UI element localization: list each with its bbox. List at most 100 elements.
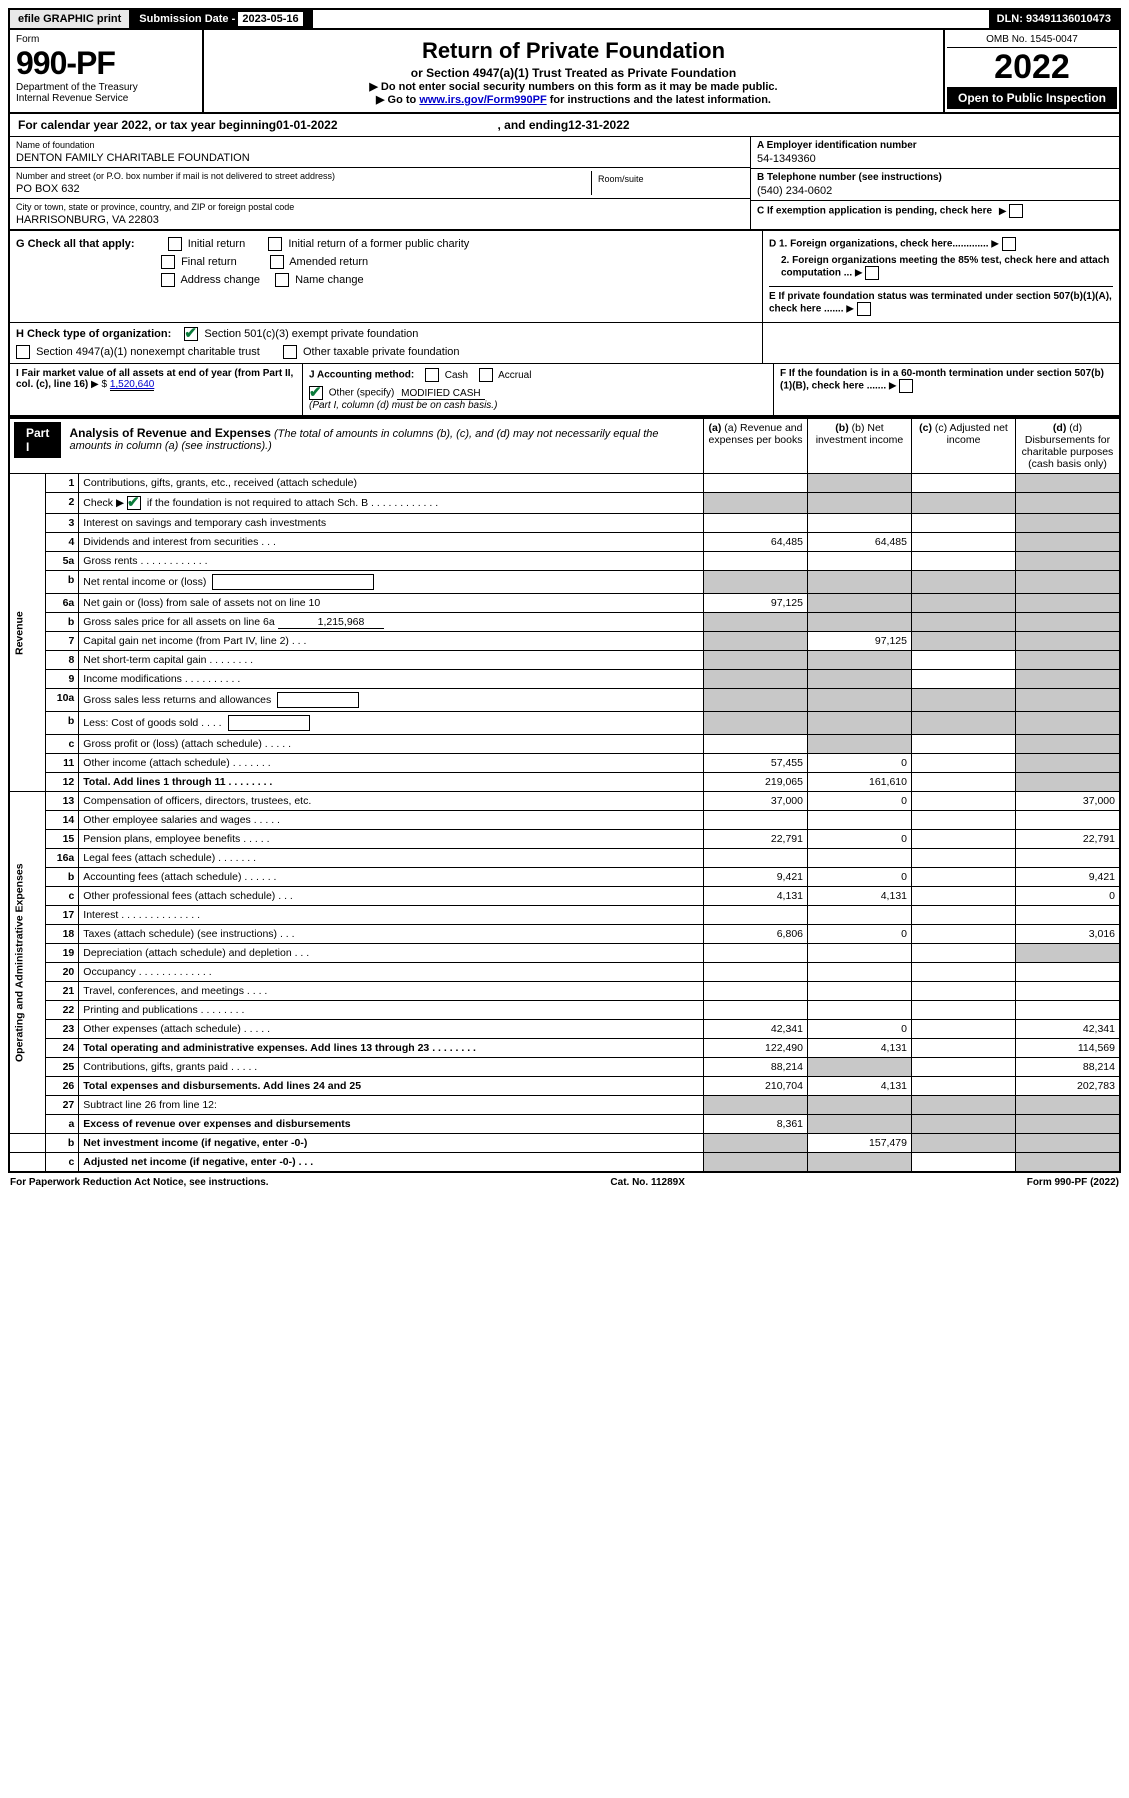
l16b-a: 9,421 [704, 868, 808, 887]
line-19: Depreciation (attach schedule) and deple… [79, 944, 704, 963]
l12-a: 219,065 [704, 773, 808, 792]
chk-501c3[interactable] [184, 327, 198, 341]
chk-initial-former[interactable] [268, 237, 282, 251]
chk-e[interactable] [857, 302, 871, 316]
year-end: 12-31-2022 [568, 118, 629, 132]
line-23: Other expenses (attach schedule) . . . .… [79, 1020, 704, 1039]
year-begin: 01-01-2022 [276, 118, 337, 132]
chk-final-return[interactable] [161, 255, 175, 269]
h-label: H Check type of organization: [16, 328, 171, 340]
d2-label: 2. Foreign organizations meeting the 85%… [781, 255, 1109, 279]
l15-a: 22,791 [704, 830, 808, 849]
year-box: OMB No. 1545-0047 2022 Open to Public In… [943, 30, 1119, 112]
dln-value: DLN: 93491136010473 [989, 10, 1119, 28]
chk-amended[interactable] [270, 255, 284, 269]
l4-b: 64,485 [808, 533, 912, 552]
line-10b: Less: Cost of goods sold . . . . [79, 712, 704, 735]
col-a-header: (a) (a) Revenue and expenses per books [704, 418, 808, 474]
calendar-year-row: For calendar year 2022, or tax year begi… [8, 114, 1121, 137]
exemption-pending-cell: C If exemption application is pending, c… [751, 201, 1119, 221]
l18-d: 3,016 [1016, 925, 1121, 944]
l7-b: 97,125 [808, 632, 912, 651]
l13-d: 37,000 [1016, 792, 1121, 811]
ein-value: 54-1349360 [757, 151, 1113, 165]
e-label: E If private foundation status was termi… [769, 291, 1112, 315]
l16b-b: 0 [808, 868, 912, 887]
line-20: Occupancy . . . . . . . . . . . . . [79, 963, 704, 982]
l6b-val: 1,215,968 [278, 616, 385, 629]
form990pf-link[interactable]: www.irs.gov/Form990PF [419, 94, 546, 106]
col-b-header: (b) (b) Net investment income [808, 418, 912, 474]
section-f-text: F If the foundation is in a 60-month ter… [774, 364, 1119, 415]
l27b-b: 157,479 [808, 1134, 912, 1153]
identity-block: Name of foundation DENTON FAMILY CHARITA… [8, 137, 1121, 231]
g-label: G Check all that apply: [16, 238, 135, 250]
fmv-value[interactable]: 1,520,640 [110, 379, 155, 391]
l13-a: 37,000 [704, 792, 808, 811]
line-18: Taxes (attach schedule) (see instruction… [79, 925, 704, 944]
chk-name-change[interactable] [275, 273, 289, 287]
l15-d: 22,791 [1016, 830, 1121, 849]
chk-address-change[interactable] [161, 273, 175, 287]
chk-initial-return[interactable] [168, 237, 182, 251]
line-2: Check ▶ if the foundation is not require… [79, 493, 704, 514]
section-i: I Fair market value of all assets at end… [10, 364, 303, 415]
section-f [763, 323, 1119, 363]
l13-b: 0 [808, 792, 912, 811]
l18-b: 0 [808, 925, 912, 944]
l16c-b: 4,131 [808, 887, 912, 906]
form-label: Form [16, 34, 196, 45]
chk-d2[interactable] [865, 266, 879, 280]
l25-a: 88,214 [704, 1058, 808, 1077]
l26-d: 202,783 [1016, 1077, 1121, 1096]
line-16c: Other professional fees (attach schedule… [79, 887, 704, 906]
tax-year: 2022 [947, 48, 1117, 87]
l4-a: 64,485 [704, 533, 808, 552]
form-subtitle: or Section 4947(a)(1) Trust Treated as P… [210, 66, 937, 80]
l6a-a: 97,125 [704, 594, 808, 613]
chk-accrual[interactable] [479, 368, 493, 382]
l11-a: 57,455 [704, 754, 808, 773]
line-27c: Adjusted net income (if negative, enter … [79, 1153, 704, 1173]
chk-cash[interactable] [425, 368, 439, 382]
line-16a: Legal fees (attach schedule) . . . . . .… [79, 849, 704, 868]
l27a-a: 8,361 [704, 1115, 808, 1134]
l16c-a: 4,131 [704, 887, 808, 906]
chk-4947a1[interactable] [16, 345, 30, 359]
efile-top-bar: efile GRAPHIC print Submission Date - 20… [8, 8, 1121, 30]
line-5a: Gross rents . . . . . . . . . . . . [79, 552, 704, 571]
chk-other-taxable[interactable] [283, 345, 297, 359]
l18-a: 6,806 [704, 925, 808, 944]
dept-treasury: Department of the Treasury [16, 82, 196, 93]
l26-b: 4,131 [808, 1077, 912, 1096]
line-8: Net short-term capital gain . . . . . . … [79, 651, 704, 670]
section-g: G Check all that apply: Initial return I… [8, 231, 1121, 323]
line-22: Printing and publications . . . . . . . … [79, 1001, 704, 1020]
room-suite-cell: Room/suite [592, 171, 744, 195]
line-14: Other employee salaries and wages . . . … [79, 811, 704, 830]
paperwork-notice: For Paperwork Reduction Act Notice, see … [10, 1177, 269, 1188]
l15-b: 0 [808, 830, 912, 849]
line-6a: Net gain or (loss) from sale of assets n… [79, 594, 704, 613]
l12-b: 161,610 [808, 773, 912, 792]
phone-cell: B Telephone number (see instructions) (5… [751, 169, 1119, 201]
other-method-value: MODIFIED CASH [397, 388, 484, 400]
line-27b: Net investment income (if negative, ente… [79, 1134, 704, 1153]
efile-print-button[interactable]: efile GRAPHIC print [10, 10, 131, 28]
d1-label: D 1. Foreign organizations, check here..… [769, 239, 989, 250]
form-title: Return of Private Foundation [210, 38, 937, 64]
chk-other-method[interactable] [309, 386, 323, 400]
chk-f[interactable] [899, 379, 913, 393]
l24-b: 4,131 [808, 1039, 912, 1058]
expenses-vertical-label: Operating and Administrative Expenses [9, 792, 46, 1134]
line-27: Subtract line 26 from line 12: [79, 1096, 704, 1115]
exemption-checkbox[interactable] [1009, 204, 1023, 218]
line-17: Interest . . . . . . . . . . . . . . [79, 906, 704, 925]
line-12: Total. Add lines 1 through 11 . . . . . … [79, 773, 704, 792]
chk-sch-b[interactable] [127, 496, 141, 510]
line-21: Travel, conferences, and meetings . . . … [79, 982, 704, 1001]
chk-d1[interactable] [1002, 237, 1016, 251]
submission-date-value: 2023-05-16 [238, 12, 302, 26]
line-9: Income modifications . . . . . . . . . . [79, 670, 704, 689]
part1-title: Analysis of Revenue and Expenses (The to… [61, 422, 699, 456]
